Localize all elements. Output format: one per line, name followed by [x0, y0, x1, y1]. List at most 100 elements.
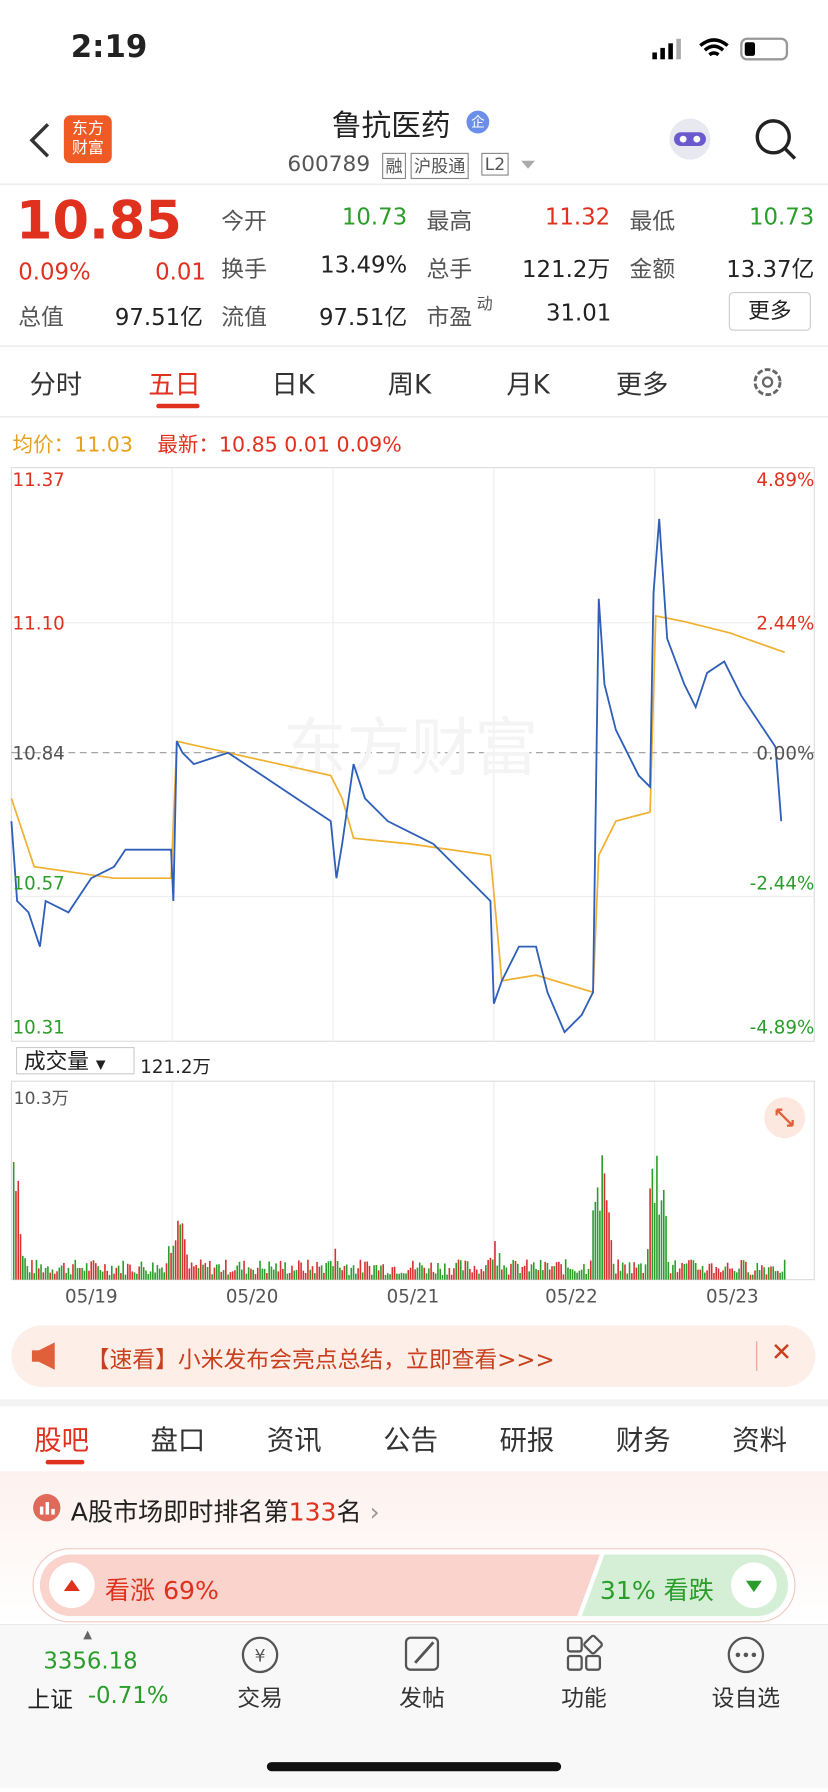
- y2-tick-label: 2.44%: [756, 612, 815, 635]
- tab[interactable]: 分时: [29, 370, 83, 401]
- tab-active[interactable]: 五日: [148, 370, 201, 401]
- y-tick-label: 10.57: [12, 872, 65, 895]
- banner[interactable]: [11, 1325, 816, 1387]
- arrow: ▲: [83, 1628, 93, 1642]
- svg-text:东方财富: 东方财富: [283, 712, 538, 786]
- divider: [756, 1341, 758, 1371]
- volume-selector[interactable]: 成交量 ▼: [15, 1046, 135, 1075]
- field-label: 金额: [629, 255, 676, 283]
- tag: 融: [382, 152, 407, 180]
- bottom-bar: [0, 1625, 828, 1789]
- nav-item[interactable]: 交易: [237, 1684, 283, 1712]
- label: A股市场即时排名第: [70, 1498, 289, 1528]
- logo-text: 东方: [71, 119, 104, 139]
- settings-icon[interactable]: [748, 363, 787, 402]
- subtab-active[interactable]: 股吧: [34, 1424, 89, 1457]
- field-sup: 动: [476, 295, 493, 314]
- search-icon[interactable]: [753, 116, 799, 162]
- field-label: 换手: [221, 255, 267, 283]
- tab-indicator: [45, 1459, 85, 1465]
- x-tick-label: 05/23: [705, 1285, 759, 1308]
- y2-tick-label: 0.00%: [756, 742, 815, 765]
- y2-tick-label: 4.89%: [756, 468, 815, 491]
- nav-icons: ¥: [241, 1634, 765, 1674]
- tab[interactable]: 日K: [271, 370, 315, 401]
- bear-ratio: 31% 看跌: [599, 1577, 714, 1606]
- change-pct: 0.09%: [18, 257, 91, 286]
- nav-item[interactable]: 设自选: [711, 1684, 781, 1712]
- change: 0.01: [155, 257, 206, 286]
- subtab[interactable]: 研报: [499, 1424, 555, 1457]
- close-button[interactable]: ✕: [770, 1338, 793, 1368]
- sentiment-bar[interactable]: [32, 1548, 796, 1623]
- nav-item[interactable]: 发帖: [399, 1684, 445, 1712]
- divider: [0, 183, 828, 185]
- stock-name: 鲁抗医药: [331, 109, 451, 144]
- field-label: 流值: [221, 303, 267, 331]
- logo-text: 财富: [71, 139, 104, 158]
- label: 名: [336, 1498, 362, 1528]
- field-label: 最高: [426, 207, 473, 235]
- latest-info: 最新：10.85 0.01 0.09%: [157, 429, 401, 459]
- label: 均价：: [12, 433, 75, 458]
- status-time: 2:19: [70, 29, 148, 66]
- avg-info: 均价：11.03: [13, 429, 133, 459]
- subtab[interactable]: 资料: [732, 1424, 787, 1457]
- field-label: 总手: [426, 255, 473, 283]
- nav-item[interactable]: 功能: [561, 1684, 607, 1712]
- y2-tick-label: -2.44%: [749, 872, 815, 895]
- subtab[interactable]: 公告: [383, 1424, 438, 1457]
- megaphone: [31, 1342, 55, 1370]
- index-name[interactable]: 上证: [27, 1685, 73, 1714]
- field-label: 今开: [221, 207, 267, 235]
- subtab[interactable]: 盘口: [150, 1424, 206, 1457]
- subtab[interactable]: 财务: [615, 1424, 671, 1457]
- value: 0.09%: [336, 433, 402, 458]
- subtab[interactable]: 资讯: [266, 1424, 322, 1457]
- index-value[interactable]: 3356.18: [43, 1646, 138, 1675]
- x-tick-label: 05/19: [65, 1285, 118, 1308]
- home-indicator: [266, 1762, 562, 1772]
- rank-icon: [33, 1494, 61, 1522]
- field-label: 最低: [629, 207, 676, 235]
- tag: L2: [481, 152, 509, 176]
- app-logo: 东方 财富: [63, 115, 112, 164]
- dropdown[interactable]: [519, 157, 537, 171]
- divider: [0, 345, 828, 347]
- tab[interactable]: 更多: [615, 370, 669, 401]
- field-value: 31.01: [545, 298, 612, 327]
- field-value: 11.32: [544, 203, 611, 231]
- field-value: 13.37亿: [726, 255, 815, 283]
- field-label: 市盈: [426, 303, 473, 331]
- field-value: 97.51亿: [319, 303, 408, 331]
- price-chart: 东方财富: [10, 467, 815, 1281]
- bull-ratio: 看涨 69%: [104, 1577, 219, 1606]
- y-tick-label: 11.37: [12, 468, 65, 491]
- index-change[interactable]: -0.71%: [87, 1681, 169, 1709]
- divider: [0, 1399, 828, 1407]
- field-value: 97.51亿: [114, 303, 204, 331]
- y-tick-label: 11.10: [12, 612, 65, 635]
- stock-code: 600789: [287, 151, 371, 177]
- value: 10.85: [218, 433, 278, 458]
- value: 0.01: [284, 433, 330, 458]
- label: 成交量: [23, 1049, 89, 1075]
- tab[interactable]: 月K: [506, 370, 550, 401]
- more-button[interactable]: 更多: [728, 291, 811, 331]
- field-label: 总值: [18, 303, 64, 331]
- x-tick-label: 05/22: [545, 1285, 598, 1308]
- x-tick-label: 05/21: [386, 1285, 440, 1308]
- robot-icon[interactable]: [665, 114, 715, 164]
- back-button[interactable]: [23, 120, 57, 161]
- label: 最新：: [157, 433, 219, 458]
- value: 11.03: [74, 433, 133, 458]
- banner-text[interactable]: 【速看】小米发布会亮点总结，立即查看>>>: [86, 1345, 555, 1374]
- y2-tick-label: -4.89%: [749, 1016, 815, 1038]
- rank[interactable]: A股市场即时排名第133名 ›: [70, 1498, 380, 1528]
- svg-text:¥: ¥: [255, 1647, 266, 1667]
- tab[interactable]: 周K: [387, 370, 432, 401]
- volume-max: 10.3万: [13, 1088, 69, 1109]
- field-value: 121.2万: [522, 255, 611, 283]
- y-tick-label: 10.31: [12, 1016, 65, 1038]
